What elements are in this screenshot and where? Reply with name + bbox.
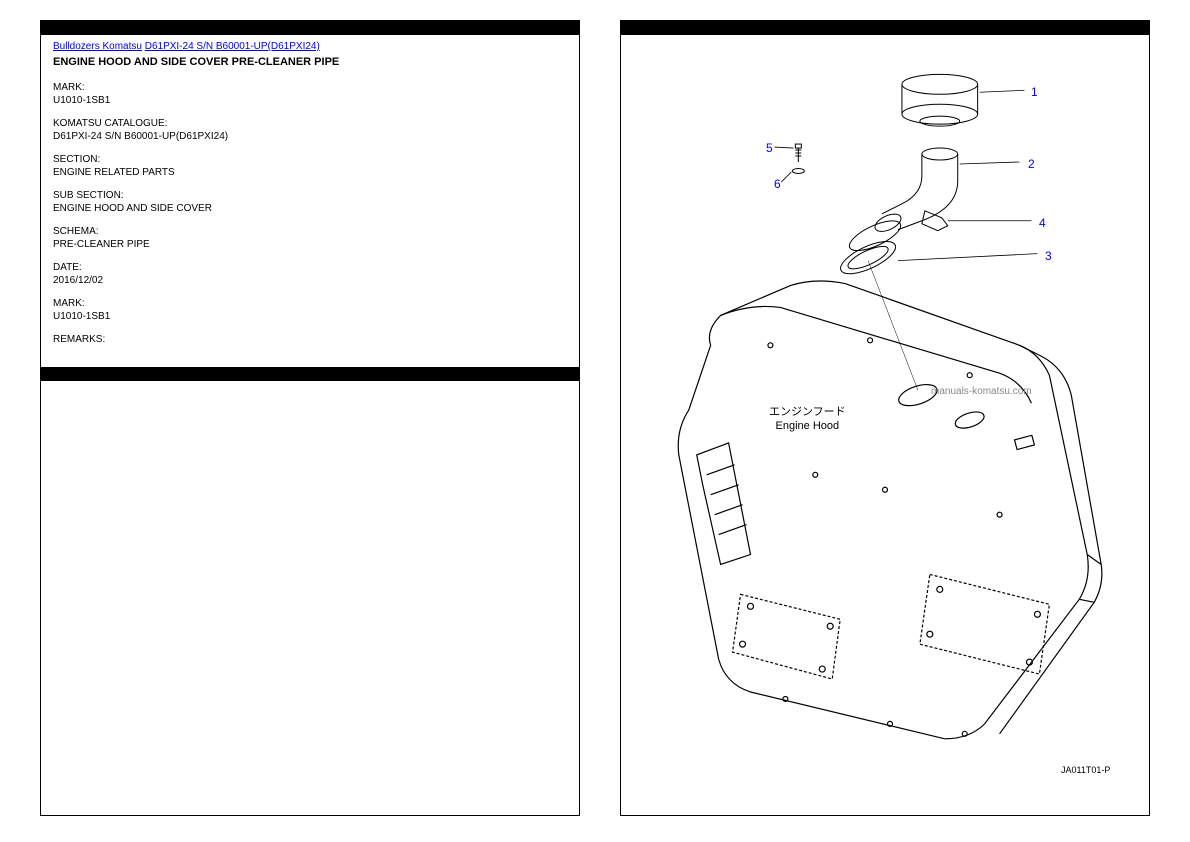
callout-3: 3 (1045, 249, 1052, 263)
schema-text: PRE-CLEANER PIPE (53, 239, 567, 250)
diagram: 1 2 3 4 5 6 エンジンフード Engine Hood manuals-… (621, 35, 1149, 815)
diagram-panel: 1 2 3 4 5 6 エンジンフード Engine Hood manuals-… (620, 20, 1150, 816)
drawing-number: JA011T01-P (1061, 765, 1110, 775)
hood-label-en: Engine Hood (769, 419, 846, 433)
callout-2: 2 (1028, 157, 1035, 171)
top-bar (41, 21, 579, 35)
mark-text: U1010-1SB1 (53, 95, 567, 106)
callout-5: 5 (766, 141, 773, 155)
breadcrumb: Bulldozers Komatsu D61PXI-24 S/N B60001-… (53, 41, 567, 52)
date-header: DATE: (53, 262, 567, 273)
remarks-header: REMARKS: (53, 334, 567, 345)
subsection-header: SUB SECTION: (53, 190, 567, 201)
page-title: ENGINE HOOD AND SIDE COVER PRE-CLEANER P… (53, 56, 567, 68)
section-text: ENGINE RELATED PARTS (53, 167, 567, 178)
callout-1: 1 (1031, 85, 1038, 99)
mark2-text: U1010-1SB1 (53, 311, 567, 322)
info-panel: Bulldozers Komatsu D61PXI-24 S/N B60001-… (40, 20, 580, 816)
hood-label-jp: エンジンフード (769, 405, 846, 419)
exploded-view-svg (621, 35, 1149, 815)
section-header: SECTION: (53, 154, 567, 165)
breadcrumb-link-1[interactable]: Bulldozers Komatsu (53, 41, 142, 52)
subsection-text: ENGINE HOOD AND SIDE COVER (53, 203, 567, 214)
hood-label: エンジンフード Engine Hood (769, 405, 846, 434)
schema-header: SCHEMA: (53, 226, 567, 237)
breadcrumb-link-2[interactable]: D61PXI-24 S/N B60001-UP(D61PXI24) (145, 41, 320, 52)
catalogue-header: KOMATSU CATALOGUE: (53, 118, 567, 129)
callout-4: 4 (1039, 216, 1046, 230)
diagram-top-bar (621, 21, 1149, 35)
mark-header: MARK: (53, 82, 567, 93)
bottom-bar (41, 367, 579, 381)
mark2-header: MARK: (53, 298, 567, 309)
content-area: Bulldozers Komatsu D61PXI-24 S/N B60001-… (41, 35, 579, 367)
catalogue-text: D61PXI-24 S/N B60001-UP(D61PXI24) (53, 131, 567, 142)
callout-6: 6 (774, 177, 781, 191)
watermark: manuals-komatsu.com (931, 386, 1032, 397)
date-text: 2016/12/02 (53, 275, 567, 286)
